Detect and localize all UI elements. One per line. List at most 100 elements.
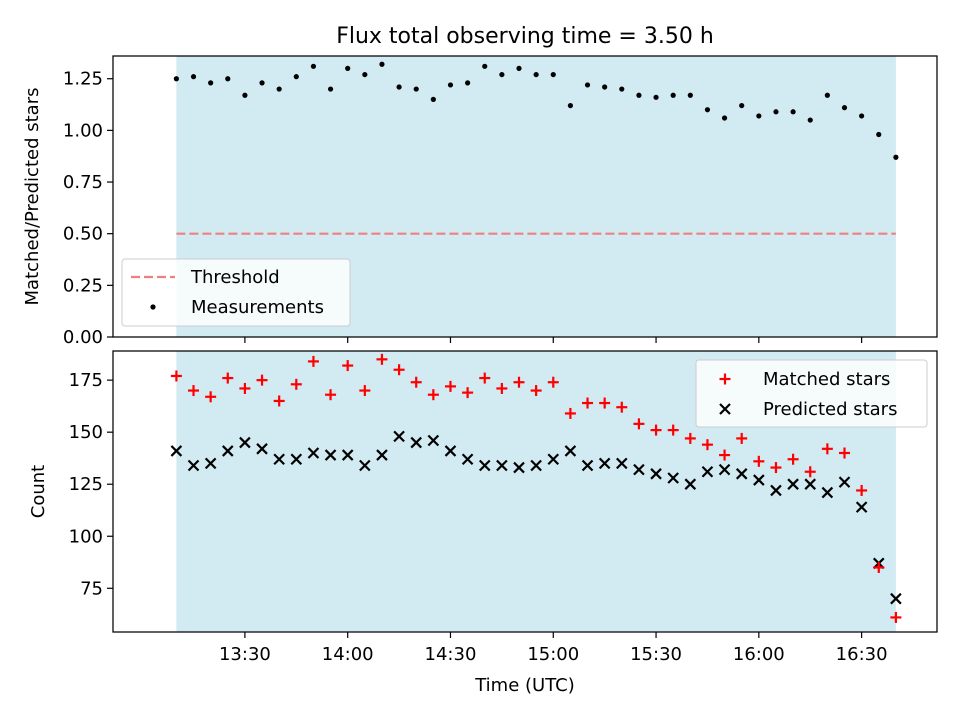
- predicted-point: [530, 459, 542, 472]
- threshold-legend-label: Threshold: [190, 267, 280, 288]
- predicted-point-b: [170, 445, 183, 457]
- measurement-point: [413, 86, 419, 92]
- measurement-point: [447, 82, 454, 88]
- predicted-point: [307, 447, 320, 459]
- time-x-tick-label: 14:00: [322, 644, 374, 665]
- count-y-tick-label: 175: [69, 370, 103, 391]
- matched-point: [821, 443, 833, 455]
- measurement-point: [602, 84, 608, 90]
- predicted-point: [513, 461, 525, 474]
- predicted-point-b: [376, 449, 388, 461]
- time-x-tick-label: 16:30: [836, 644, 888, 665]
- matched-point: [684, 432, 696, 444]
- matched-point: [410, 376, 422, 388]
- predicted-point-b: [855, 501, 868, 513]
- predicted-point-b: [324, 449, 337, 461]
- predicted-point-b: [461, 453, 474, 466]
- predicted-point: [461, 453, 474, 466]
- measurement-point: [190, 74, 197, 80]
- predicted-point: [821, 486, 834, 499]
- ratio-y-tick-label: 1.25: [63, 69, 103, 90]
- predicted-point: [273, 453, 285, 466]
- predicted-point: [753, 474, 765, 486]
- measurement-point: [704, 107, 711, 113]
- measurement-point: [327, 86, 334, 92]
- predicted-point-b: [547, 453, 560, 466]
- time-x-tick-label: 14:30: [425, 644, 477, 665]
- time-x-tick-label: 15:30: [630, 644, 682, 665]
- time-x-tick-label: 13:30: [219, 644, 271, 665]
- chart-title: Flux total observing time = 3.50 h: [336, 24, 714, 49]
- matched-point: [547, 376, 559, 388]
- count-y-tick-label: 125: [69, 474, 103, 495]
- predicted-point: [787, 478, 799, 490]
- predicted-point-b: [684, 478, 697, 490]
- matched-point: [582, 397, 594, 409]
- measurement-point: [619, 86, 625, 92]
- predicted-point-b: [410, 436, 422, 449]
- matched-point: [359, 385, 371, 397]
- ratio-y-tick-label: 0.25: [63, 275, 103, 296]
- measurement-point: [173, 76, 179, 82]
- matched-point: [787, 453, 799, 465]
- predicted-point-b: [307, 447, 320, 459]
- predicted-point: [616, 457, 628, 470]
- predicted-point-b: [616, 457, 628, 470]
- count-panel: 75 100 125 150 175 13:30 14:00 14:30 15:00 15:30…: [28, 350, 938, 696]
- predicted-point: [581, 459, 594, 472]
- ratio-legend: Threshold Measurements: [121, 258, 351, 327]
- measurement-point: [567, 102, 573, 109]
- measurement-point: [876, 131, 882, 138]
- predicted-point-b: [513, 461, 525, 474]
- measurement-point: [293, 74, 299, 80]
- matched-point: [873, 561, 885, 573]
- predicted-point: [770, 484, 782, 497]
- predicted-point-b: [770, 484, 782, 497]
- predicted-point: [187, 459, 200, 472]
- predicted-point-b: [838, 476, 851, 488]
- predicted-point: [478, 459, 491, 472]
- predicted-point-b: [701, 465, 714, 478]
- measurement-point: [208, 80, 214, 86]
- predicted-point: [684, 478, 697, 490]
- matched-point: [804, 466, 816, 478]
- ratio-legend-box: [121, 258, 351, 327]
- ratio-panel: 0.00 0.25 0.50 0.75 1.00 1.25 Matched/Predict…: [22, 55, 938, 348]
- measurement-point: [653, 94, 659, 100]
- ratio-panel-frame: [112, 55, 938, 338]
- matched-point: [307, 355, 319, 367]
- measurement-point: [259, 80, 265, 86]
- predicted-point-b: [478, 459, 491, 472]
- matched-point: [342, 360, 354, 372]
- predicted-point: [667, 472, 679, 484]
- matched-legend-plus: [719, 373, 731, 385]
- matched-point: [890, 611, 902, 623]
- predicted-point-b: [667, 472, 679, 484]
- predicted-point-b: [787, 478, 799, 490]
- predicted-point-b: [530, 459, 542, 472]
- matched-point: [616, 401, 628, 413]
- matched-point: [393, 364, 405, 376]
- measurement-point: [636, 92, 642, 98]
- count-y-tick-label: 100: [69, 526, 103, 547]
- predicted-point: [427, 434, 440, 447]
- predicted-point-b: [804, 478, 817, 490]
- measurement-point: [756, 113, 762, 119]
- ratio-y-tick-label: 1.00: [63, 120, 103, 141]
- predicted-point-b: [239, 436, 251, 449]
- measurement-point: [430, 96, 436, 102]
- matched-point: [256, 374, 268, 386]
- predicted-point-b: [650, 468, 662, 480]
- predicted-legend-cross-b: [719, 403, 731, 415]
- measurement-point: [516, 65, 522, 71]
- matched-point: [513, 376, 525, 388]
- predicted-point: [256, 443, 268, 455]
- measurement-point: [225, 76, 231, 82]
- time-x-tick-label: 16:00: [733, 644, 785, 665]
- predicted-point: [838, 476, 851, 488]
- measurement-point: [276, 86, 282, 92]
- ratio-y-tick-label: 0.00: [63, 327, 103, 348]
- count-panel-frame: [112, 350, 938, 633]
- predicted-point: [410, 436, 422, 449]
- measurement-point: [345, 65, 351, 71]
